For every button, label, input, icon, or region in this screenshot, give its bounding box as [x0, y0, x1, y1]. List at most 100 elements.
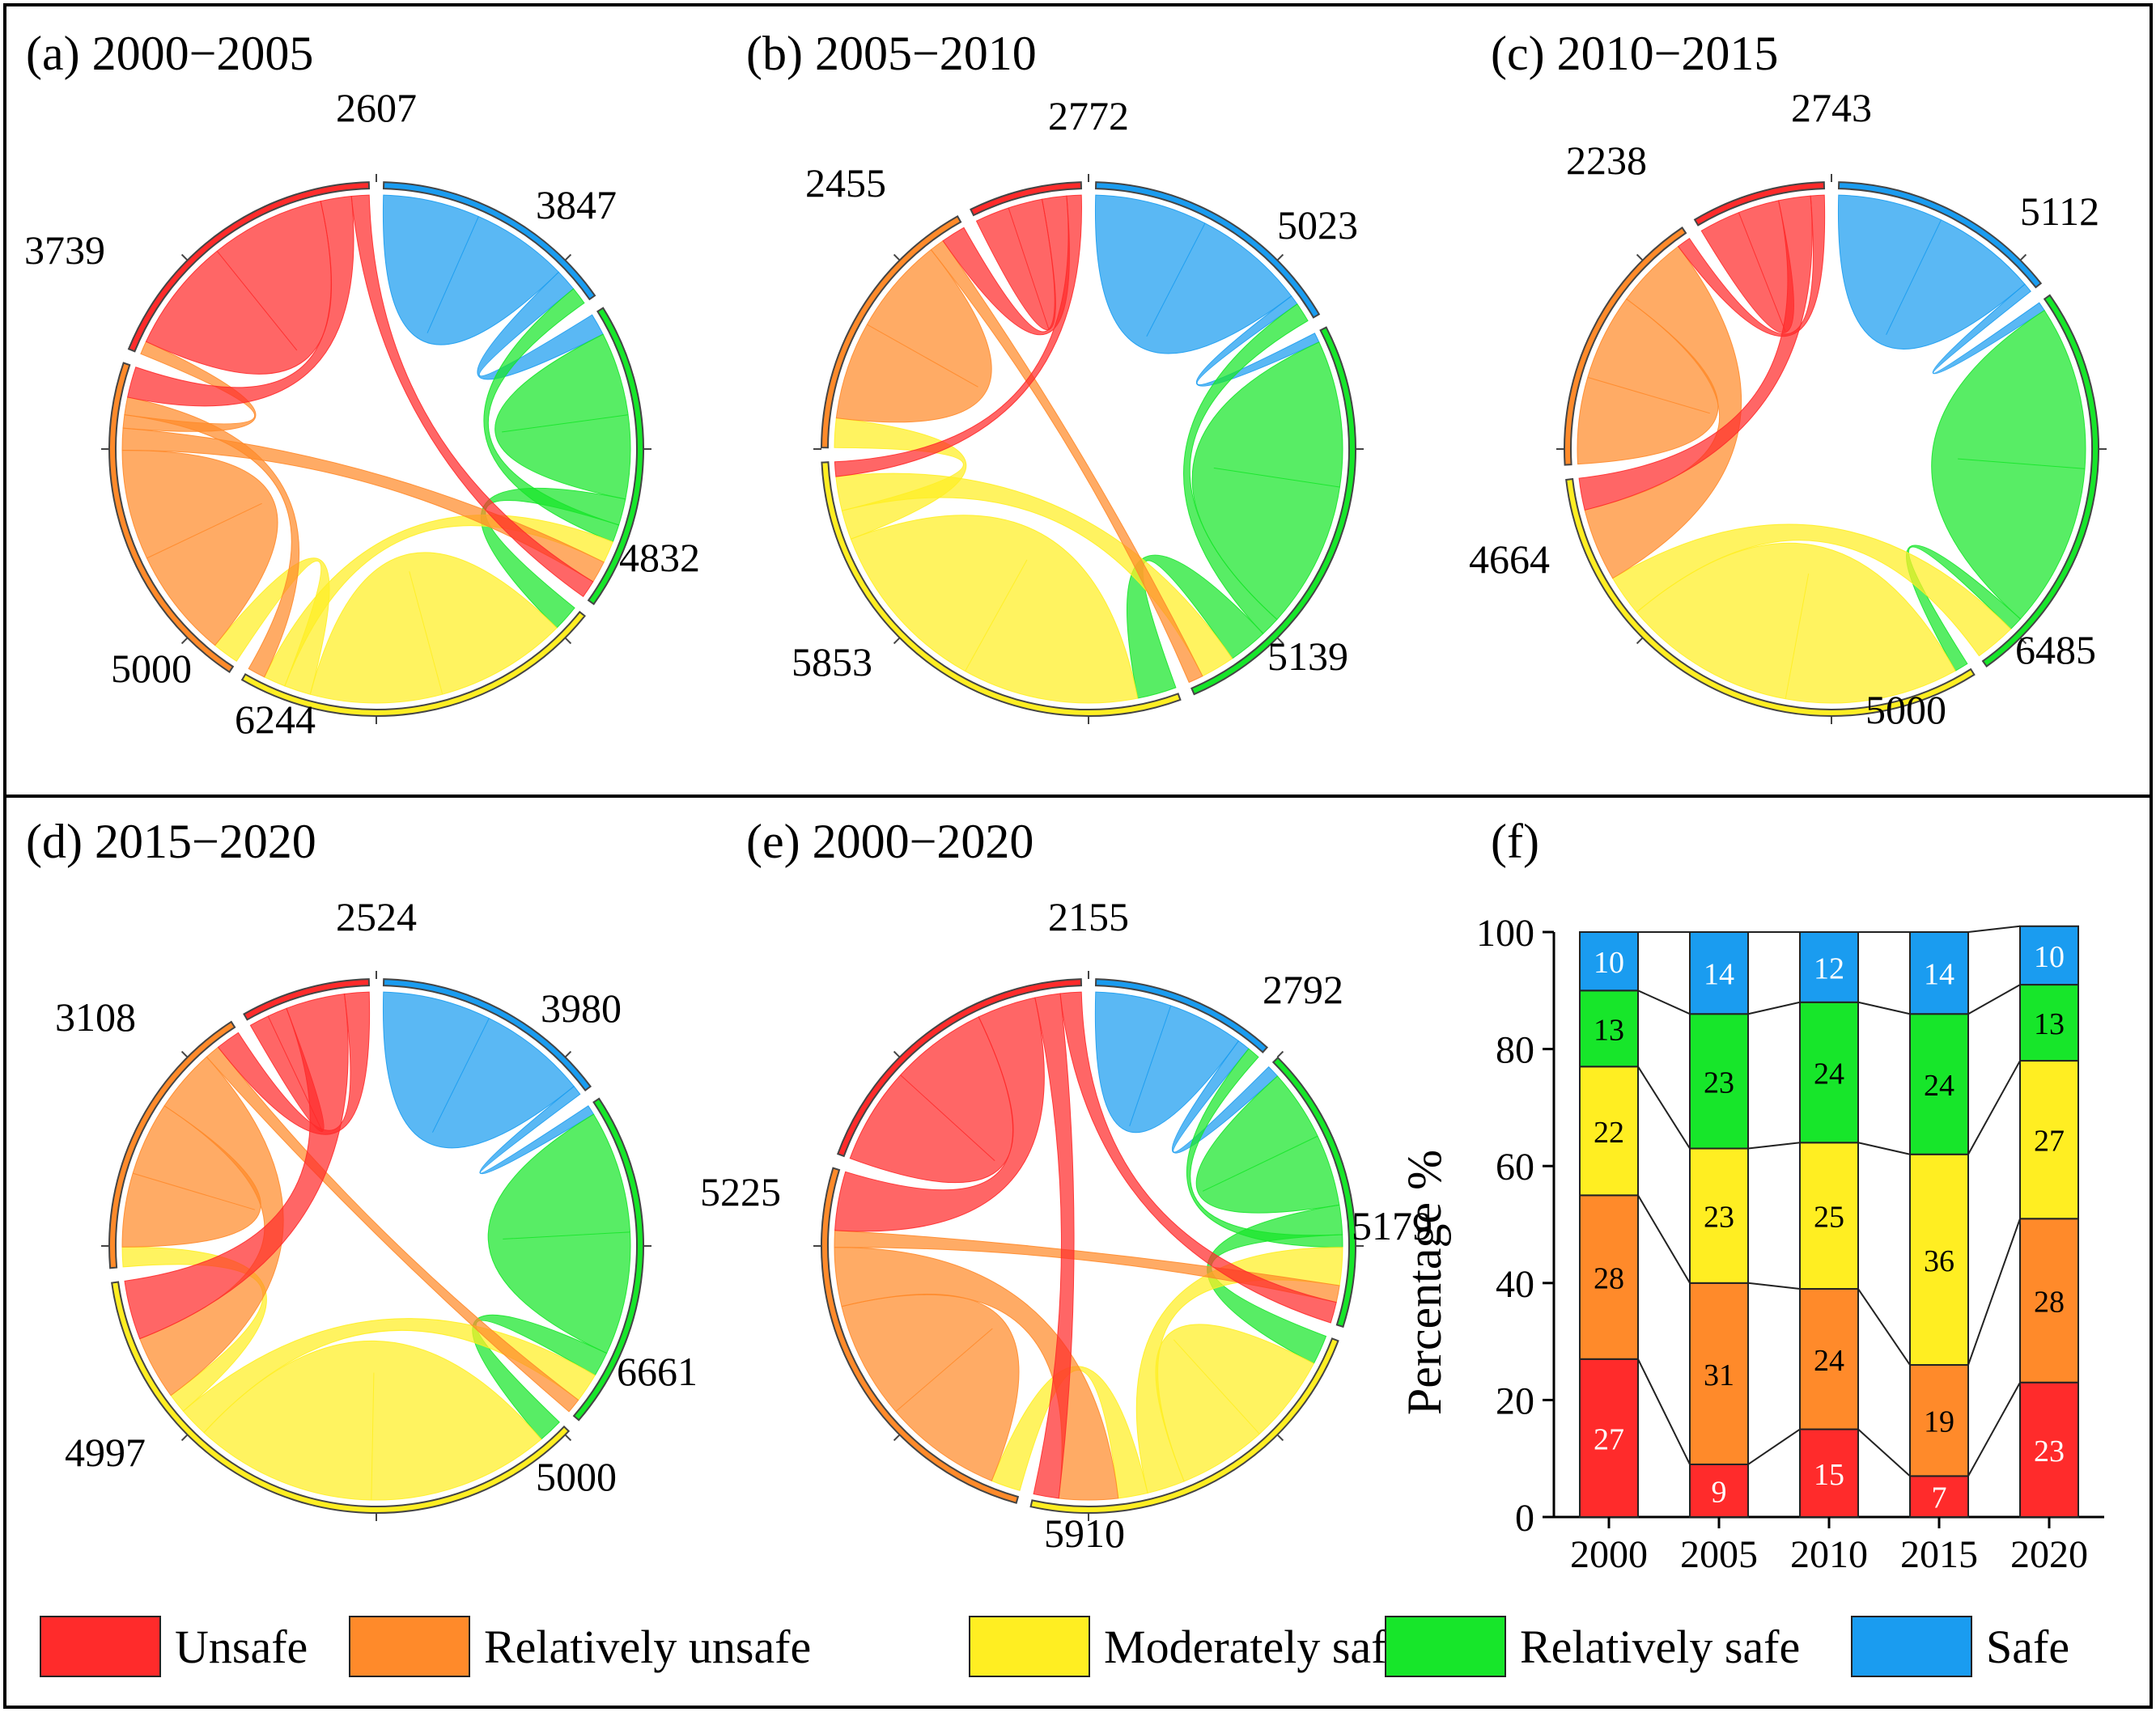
- ring-tick: [893, 253, 901, 261]
- legend-label: Relatively unsafe: [484, 1621, 811, 1673]
- ring-arc-safe: [382, 181, 596, 301]
- ribbon-moderately-safe-to-relatively-unsafe: [991, 1366, 1148, 1499]
- ribbon-relatively-unsafe-to-relatively-safe: [834, 1230, 1340, 1303]
- y-tick-label: 60: [1496, 1146, 1534, 1189]
- ring-arc-relatively-unsafe: [821, 1167, 1020, 1504]
- ribbon-relatively-safe-to-moderately-safe: [1906, 545, 2022, 672]
- ring-arc-relatively-safe: [1981, 294, 2099, 668]
- bar-safe-2015: [1909, 931, 1969, 1015]
- bar-value-label: 22: [1594, 1116, 1624, 1150]
- ring-tick: [1276, 1050, 1284, 1058]
- panel-e-label-2: 5179: [1352, 1203, 1432, 1248]
- bar-moderately-safe-2010: [1799, 1142, 1859, 1290]
- bar-value-label: 12: [1814, 951, 1844, 985]
- ribbon-relatively-safe-to-relatively-safe: [1191, 341, 1343, 621]
- ribbon-relatively-unsafe-to-moderately-safe: [1584, 245, 1742, 579]
- panel-c-label-4: 4664: [1469, 536, 1550, 582]
- connector-line: [1967, 1218, 2021, 1366]
- ring-arc-relatively-safe: [1271, 1056, 1356, 1328]
- panel-d-label-5: 3108: [55, 994, 136, 1040]
- ribbon-relatively-unsafe-to-relatively-unsafe: [835, 248, 992, 423]
- legend-swatch-safe: [1851, 1616, 1972, 1677]
- ring-arc-relatively-unsafe: [108, 1020, 236, 1269]
- ring-arc-moderately-safe: [1565, 477, 1976, 717]
- ribbon-safe-to-relatively-safe: [477, 271, 604, 380]
- ring-tick: [1276, 637, 1284, 645]
- ribbon-unsafe-to-relatively-safe: [350, 194, 594, 598]
- ribbon-relatively-safe-to-safe: [483, 288, 620, 543]
- panel-a-title: (a) 2000−2005: [26, 27, 313, 80]
- chord-panel-c: [1556, 174, 2107, 724]
- ribbon-safe-to-safe: [1837, 194, 2026, 350]
- panel-a-label-top: 2607: [336, 85, 417, 130]
- connector-line: [1747, 1001, 1801, 1015]
- ring-arc-safe: [382, 978, 592, 1092]
- ribbon-relatively-safe-to-moderately-safe: [472, 1314, 608, 1440]
- panel-c-label-2: 6485: [2015, 627, 2096, 672]
- stacked-bar-chart: 0 20 40 60 80 100 27 28 22 13 10 2000 9 31 23 23 14 2005 1…: [1476, 912, 2104, 1576]
- bar-safe-2005: [1689, 931, 1749, 1015]
- legend-label: Unsafe: [175, 1621, 308, 1673]
- ribbon-unsafe-to-relatively-unsafe: [127, 195, 354, 407]
- ribbon-relatively-safe-to-relatively-safe: [487, 1113, 631, 1354]
- y-tick-label: 0: [1515, 1497, 1534, 1540]
- legend-swatch-moderately-safe: [969, 1616, 1090, 1677]
- ribbon-unsafe-to-unsafe: [145, 201, 332, 375]
- legend-swatch-relatively-safe: [1385, 1616, 1506, 1677]
- panel-c-label-5: 2238: [1566, 138, 1647, 183]
- bar-value-label: 10: [1594, 946, 1624, 980]
- x-tick-label: 2020: [2010, 1533, 2088, 1576]
- ribbon-safe-to-safe: [1094, 991, 1240, 1134]
- ribbon-relatively-safe-to-relatively-safe: [1931, 309, 2086, 620]
- y-tick-label: 80: [1496, 1029, 1534, 1072]
- chord-panel-e: [813, 971, 1364, 1521]
- ribbon-moderately-safe-to-moderately-safe: [1155, 1324, 1315, 1482]
- bar-relatively-safe-2010: [1799, 1001, 1859, 1144]
- panel-d-title: (d) 2015−2020: [26, 815, 316, 868]
- ring-arc-moderately-safe: [1029, 1337, 1339, 1514]
- connector-line: [1857, 1288, 1911, 1366]
- ribbon-unsafe-to-relatively-unsafe: [1677, 194, 1826, 337]
- ring-tick: [564, 1050, 572, 1058]
- bar-moderately-safe-2015: [1909, 1153, 1969, 1367]
- ribbon-safe-to-safe: [1094, 194, 1292, 354]
- y-tick-label: 40: [1496, 1263, 1534, 1306]
- ring-tick: [1636, 253, 1644, 261]
- bar-value-label: 25: [1814, 1201, 1844, 1235]
- ribbon-moderately-safe-to-relatively-safe: [263, 515, 613, 687]
- ribbon-unsafe-to-moderately-safe: [834, 194, 1082, 477]
- ring-tick: [1636, 637, 1644, 645]
- connector-line: [1857, 1001, 1911, 1015]
- ring-arc-unsafe: [1693, 181, 1826, 227]
- bar-value-label: 27: [2034, 1125, 2065, 1159]
- ribbon-unsafe-to-relatively-unsafe: [834, 997, 1045, 1232]
- bar-y-axis-label: Percentage %: [1398, 1150, 1451, 1415]
- ring-arc-relatively-safe: [1190, 326, 1356, 696]
- ribbon-relatively-unsafe-to-relatively-safe: [930, 239, 1203, 684]
- panel-c-label-3: 5000: [1865, 687, 1946, 732]
- bar-value-label: 15: [1814, 1458, 1844, 1492]
- ribbon-unsafe-to-relatively-unsafe: [217, 991, 371, 1135]
- ribbon-relatively-safe-to-safe: [1182, 303, 1309, 634]
- panel-a-label-1: 3847: [536, 182, 617, 227]
- bar-value-label: 23: [2034, 1434, 2065, 1468]
- bar-moderately-safe-2005: [1689, 1147, 1749, 1284]
- bar-value-label: 24: [1814, 1057, 1844, 1091]
- ribbon-safe-to-relatively-safe: [1932, 283, 2045, 375]
- chord-panel-d: [101, 971, 651, 1521]
- ribbon-moderately-safe-to-moderately-safe: [203, 1340, 542, 1501]
- bar-relatively-unsafe-2000: [1579, 1194, 1639, 1360]
- ring-tick: [1276, 253, 1284, 261]
- bar-value-label: 23: [1704, 1201, 1734, 1235]
- connector-line: [1637, 1358, 1691, 1465]
- ring-arc-safe: [1094, 181, 1321, 319]
- legend-label: Moderately safe: [1104, 1621, 1407, 1673]
- panel-f-title: (f): [1491, 815, 1539, 868]
- ribbon-relatively-safe-to-relatively-safe: [1195, 1075, 1340, 1214]
- ring-tick: [180, 637, 189, 645]
- bar-relatively-unsafe-2015: [1909, 1364, 1969, 1477]
- bar-value-label: 27: [1594, 1422, 1624, 1456]
- bar-unsafe-2010: [1799, 1428, 1859, 1519]
- ring-tick: [564, 637, 572, 645]
